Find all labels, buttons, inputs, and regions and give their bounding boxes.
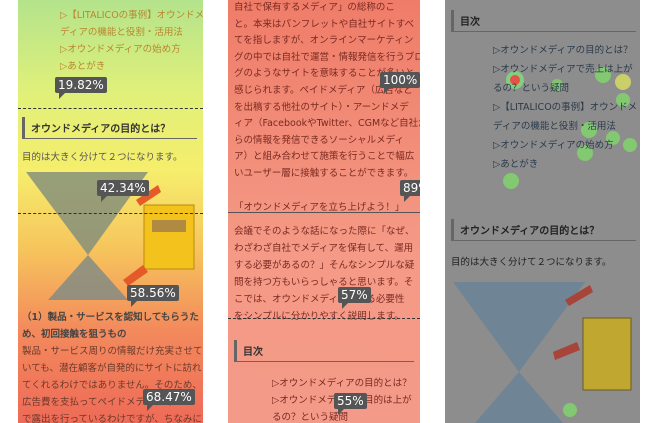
text-line: 問を持つ方もいらっしゃると思います。そ: [234, 277, 414, 288]
fold-line: [18, 213, 203, 214]
text-line: 感じられます。ペイドメディア（広告など: [234, 85, 413, 96]
text-line: てを指しますが、オンラインマーケティン: [234, 35, 414, 47]
text-line: グの中では自社で運営・情報発信を行うブロ: [234, 51, 420, 63]
toc-line: ▷オウンドメディアの始め方: [60, 44, 181, 55]
scroll-label: 68.47%: [143, 389, 195, 411]
body-line: め、初回接触を狙うもの: [22, 329, 127, 340]
text-line: を出稿する他社のサイト）・アーンドメデ: [234, 101, 409, 113]
panel-3: 目次 ▷オウンドメディアの目的とは？ ▷オウンドメディアで売上は上が るの？という疑…: [445, 0, 640, 423]
text-line: ▷【LITALICOの事例】オウンドメ: [493, 102, 638, 113]
fold-line: [18, 108, 203, 109]
heading: オウンドメディアの目的とは？: [451, 219, 636, 241]
body-line: 製品・サービス周りの情報だけ充実させて: [22, 346, 203, 357]
text-line: 自社で保有するメディア」の総称のこ: [234, 2, 395, 13]
body-line: で露出を行っているわけですが、ちなみに: [22, 414, 202, 423]
scroll-label: 100%: [380, 72, 420, 94]
text-line: グのようなサイトを意味することが多いと: [234, 68, 415, 80]
text-line: ィア（FacebookやTwitter、CGMなど自社か: [234, 118, 420, 130]
diagram: [26, 172, 195, 300]
panel-2: 自社で保有するメディア」の総称のこと。本来はパンフレットや自社サイトすべ てを指し…: [228, 0, 420, 423]
text-line: ▷オウンドメディアで売上は上が: [493, 64, 633, 75]
text-line: ディアの機能と役割・活用法: [493, 121, 616, 132]
text-line: いユーザー層に接触することができます。: [234, 168, 414, 179]
scroll-label: 57%: [338, 287, 371, 309]
text-line: と。本来はパンフレットや自社サイトすべ: [234, 18, 415, 30]
toc-line: るの？という疑問: [272, 412, 349, 423]
scroll-label: 89%: [400, 180, 420, 202]
panel-1: ▷【LITALICOの事例】オウンドメ ディアの機能と役割・活用法 ▷オウンドメ…: [18, 0, 203, 423]
intro: 目的は大きく分けて２つになります。: [22, 152, 183, 163]
diagram: [453, 67, 637, 423]
text-line: ▷あとがき: [493, 159, 539, 170]
scroll-label: 55%: [334, 393, 367, 415]
text-line: こでは、オウンドメディアを作る必要性: [234, 294, 405, 305]
toc-line: ディアの機能と役割・活用法: [60, 27, 183, 38]
body-line: てくれるわけではありません。そのため、: [22, 380, 202, 391]
text-line: わざわざ自社でメディアを保有して、運用: [234, 243, 414, 254]
body-line: （1）製品・サービスを認知してもらうた: [22, 312, 199, 323]
heading: 目次: [234, 340, 414, 362]
text-line: をシンプルに分かりやすく説明します。: [234, 311, 404, 322]
fold-line: [228, 212, 420, 213]
toc-line: ▷あとがき: [60, 61, 106, 72]
heat-dots: [503, 67, 637, 417]
body-line: 広告費を支払ってペイドメディアで: [22, 397, 173, 408]
quote: 「オウンドメディアを立ち上げよう！」: [234, 202, 405, 213]
heading: 目次: [451, 10, 636, 32]
text-line: ▷オウンドメディアの始め方: [493, 140, 614, 151]
body-line: いても、潜在顧客が自発的にサイトに訪れ: [22, 363, 202, 374]
heading: オウンドメディアの目的とは？: [22, 117, 197, 139]
text-line: する必要があるの？」そんなシンプルな疑: [234, 260, 415, 271]
text-line: るの？という疑問: [493, 83, 570, 94]
intro: 目的は大きく分けて２つになります。: [451, 257, 612, 268]
scroll-label: 42.34%: [97, 180, 149, 202]
toc-line: ▷オウンドメディアの目的とは？: [272, 378, 412, 389]
scroll-label: 19.82%: [55, 77, 107, 99]
text-line: ▷オウンドメディアの目的とは？: [493, 45, 633, 56]
fold-line: [228, 318, 420, 319]
toc-line: ▷【LITALICOの事例】オウンドメ: [60, 10, 203, 21]
scroll-label: 58.56%: [127, 285, 179, 307]
text-line: 会議でそのような話になった際に「なぜ、: [234, 226, 415, 237]
text-line: らの情報を発信できるソーシャルメディ: [234, 134, 404, 146]
text-line: ア）と組み合わせて施策を行うことで幅広: [234, 151, 415, 163]
